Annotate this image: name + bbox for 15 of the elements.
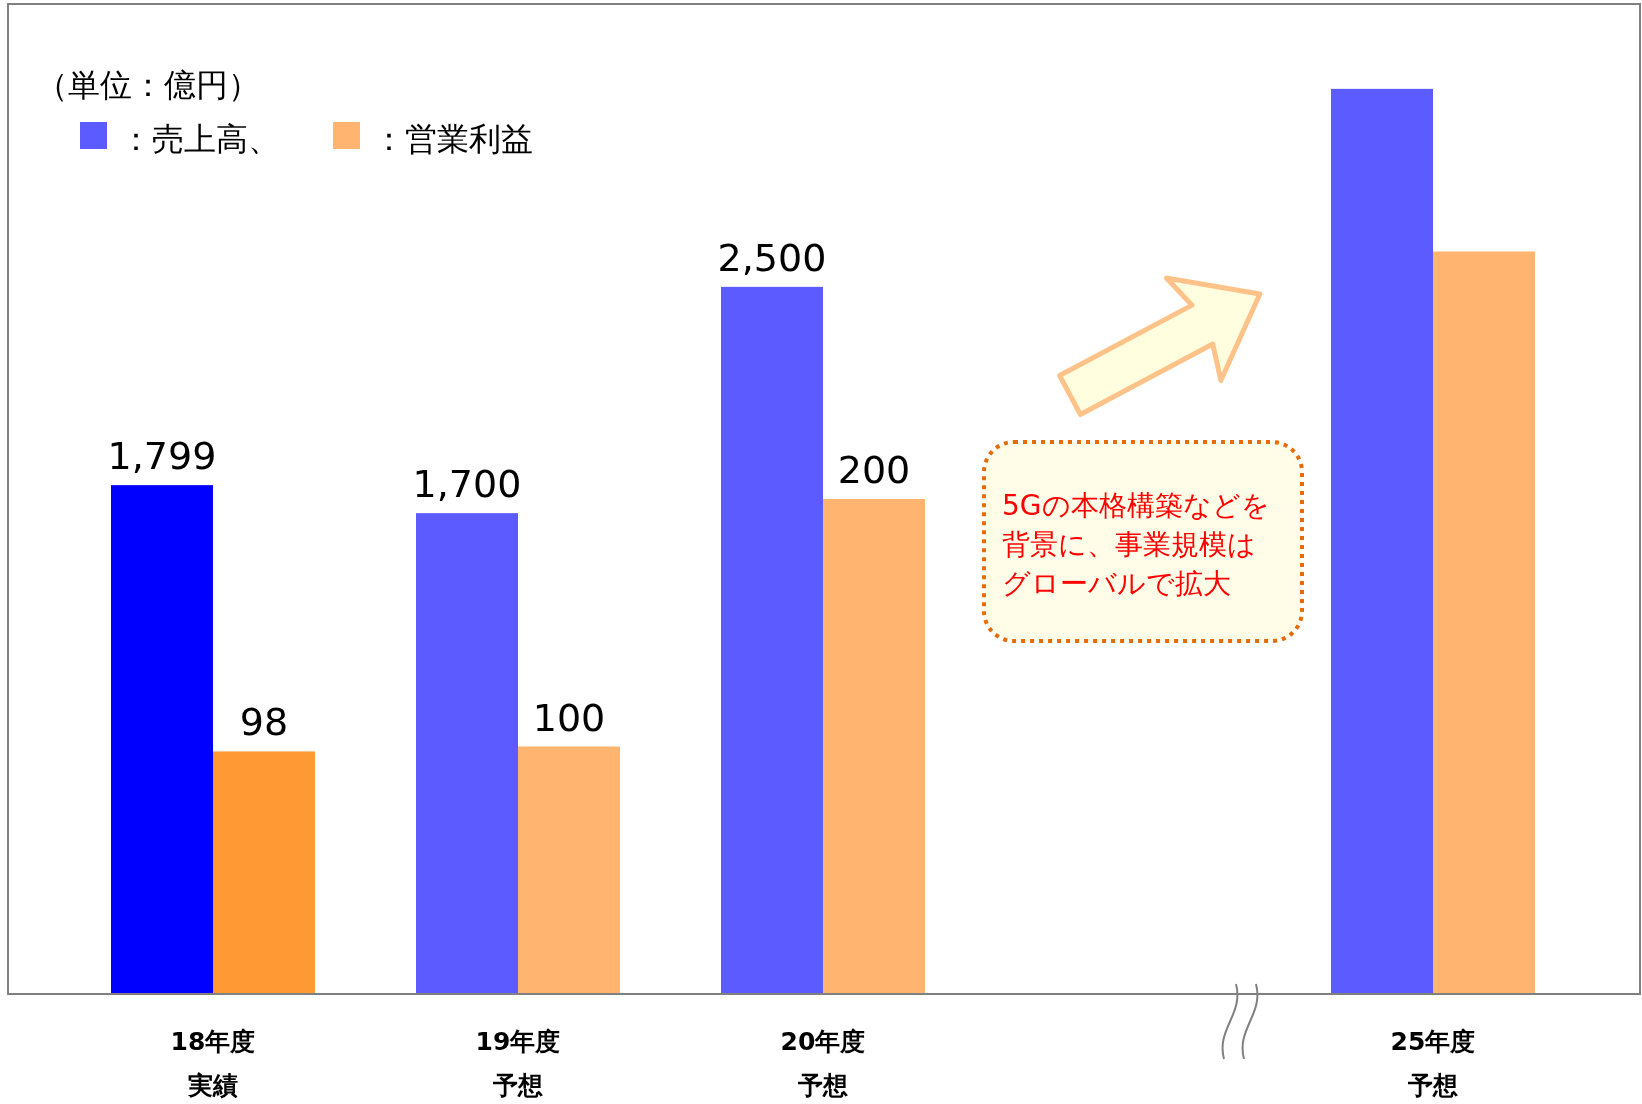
legend-label: ：営業利益 [373, 120, 533, 158]
legend-label: ：売上高、 [120, 120, 280, 158]
annotation: （単位：億円） [36, 66, 260, 104]
x-tick-label: 19年度予想 [475, 1027, 561, 1100]
x-tick-label: 18年度実績 [170, 1027, 256, 1100]
x-tick-label: 25年度予想 [1390, 1027, 1476, 1100]
data-label: 200 [837, 448, 911, 492]
x-tick-label: 20年度予想 [780, 1027, 866, 1100]
data-label: 100 [532, 695, 606, 740]
data-label: 2,500 [717, 235, 827, 280]
data-label: 1,700 [412, 462, 522, 507]
bar [111, 485, 213, 994]
data-label: 1,799 [107, 434, 217, 479]
annotation: 5Gの本格構築などを背景に、事業規模はグローバルで拡大 [1002, 489, 1270, 600]
data-label: 98 [239, 700, 289, 745]
